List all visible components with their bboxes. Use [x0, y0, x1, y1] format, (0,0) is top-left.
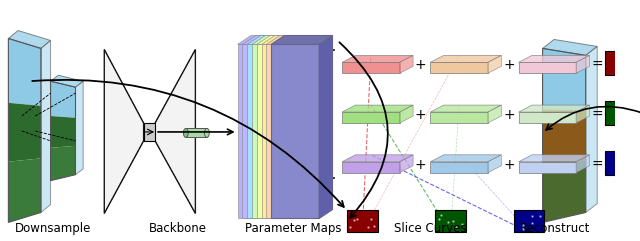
Polygon shape: [266, 35, 328, 44]
Polygon shape: [8, 31, 51, 48]
Polygon shape: [305, 35, 318, 218]
Polygon shape: [342, 105, 413, 112]
Polygon shape: [518, 112, 576, 123]
Polygon shape: [76, 81, 83, 175]
Polygon shape: [247, 44, 295, 218]
Polygon shape: [186, 128, 207, 137]
Polygon shape: [518, 55, 589, 62]
Text: =: =: [591, 158, 603, 172]
Polygon shape: [8, 158, 41, 222]
Text: Parameter Maps: Parameter Maps: [245, 222, 342, 235]
Text: Reconstruct: Reconstruct: [520, 222, 590, 235]
Polygon shape: [257, 35, 318, 44]
Text: =: =: [591, 58, 603, 72]
Text: =: =: [591, 108, 603, 122]
Polygon shape: [430, 155, 501, 162]
Polygon shape: [605, 151, 634, 175]
Polygon shape: [51, 81, 76, 118]
FancyBboxPatch shape: [435, 210, 466, 232]
Polygon shape: [518, 162, 576, 173]
Polygon shape: [518, 62, 576, 73]
FancyBboxPatch shape: [347, 210, 378, 232]
Polygon shape: [430, 112, 488, 123]
Text: +: +: [503, 158, 515, 172]
Polygon shape: [399, 155, 413, 173]
Polygon shape: [237, 35, 299, 44]
Polygon shape: [247, 35, 308, 44]
Text: Slice Curves: Slice Curves: [394, 222, 467, 235]
Polygon shape: [488, 55, 501, 73]
Polygon shape: [257, 44, 305, 218]
Text: +: +: [415, 58, 427, 72]
Polygon shape: [518, 105, 589, 112]
Polygon shape: [488, 155, 501, 173]
Text: Backbone: Backbone: [149, 222, 207, 235]
Polygon shape: [51, 146, 76, 181]
Polygon shape: [543, 40, 597, 55]
Polygon shape: [8, 39, 41, 106]
Polygon shape: [155, 49, 195, 214]
Polygon shape: [634, 97, 639, 125]
Polygon shape: [488, 105, 501, 123]
Polygon shape: [399, 55, 413, 73]
Polygon shape: [104, 49, 143, 214]
Polygon shape: [586, 47, 597, 213]
Polygon shape: [266, 44, 314, 218]
Polygon shape: [271, 35, 333, 44]
Text: Downsample: Downsample: [15, 222, 92, 235]
Polygon shape: [271, 44, 319, 218]
Polygon shape: [51, 75, 83, 87]
Polygon shape: [310, 35, 323, 218]
Polygon shape: [342, 55, 413, 62]
Polygon shape: [252, 44, 300, 218]
Polygon shape: [543, 109, 586, 165]
Polygon shape: [252, 35, 314, 44]
Text: +: +: [415, 108, 427, 122]
Polygon shape: [634, 47, 639, 75]
Polygon shape: [237, 44, 285, 218]
Text: +: +: [415, 158, 427, 172]
Polygon shape: [634, 147, 639, 175]
Polygon shape: [430, 162, 488, 173]
Polygon shape: [285, 35, 299, 218]
Polygon shape: [243, 35, 304, 44]
Polygon shape: [262, 44, 310, 218]
Polygon shape: [271, 35, 333, 44]
Polygon shape: [243, 44, 291, 218]
Polygon shape: [576, 55, 589, 73]
Polygon shape: [8, 103, 41, 162]
Polygon shape: [271, 44, 319, 218]
Polygon shape: [51, 116, 76, 148]
Polygon shape: [430, 62, 488, 73]
Polygon shape: [605, 51, 634, 75]
Polygon shape: [605, 101, 634, 125]
FancyBboxPatch shape: [514, 210, 545, 232]
FancyBboxPatch shape: [143, 123, 155, 141]
Polygon shape: [342, 62, 399, 73]
Polygon shape: [430, 55, 501, 62]
Polygon shape: [342, 112, 399, 123]
Polygon shape: [543, 48, 586, 110]
Text: +: +: [503, 108, 515, 122]
Polygon shape: [319, 35, 333, 218]
Polygon shape: [41, 40, 51, 213]
Polygon shape: [295, 35, 308, 218]
Polygon shape: [262, 35, 323, 44]
Polygon shape: [300, 35, 314, 218]
Polygon shape: [543, 161, 586, 222]
Polygon shape: [314, 35, 328, 218]
Polygon shape: [342, 162, 399, 173]
Text: +: +: [503, 58, 515, 72]
Ellipse shape: [184, 128, 188, 137]
Ellipse shape: [205, 128, 209, 137]
Polygon shape: [342, 155, 413, 162]
Polygon shape: [430, 105, 501, 112]
Polygon shape: [518, 155, 589, 162]
Polygon shape: [319, 35, 333, 218]
Polygon shape: [576, 155, 589, 173]
Polygon shape: [576, 105, 589, 123]
Polygon shape: [399, 105, 413, 123]
Polygon shape: [291, 35, 304, 218]
